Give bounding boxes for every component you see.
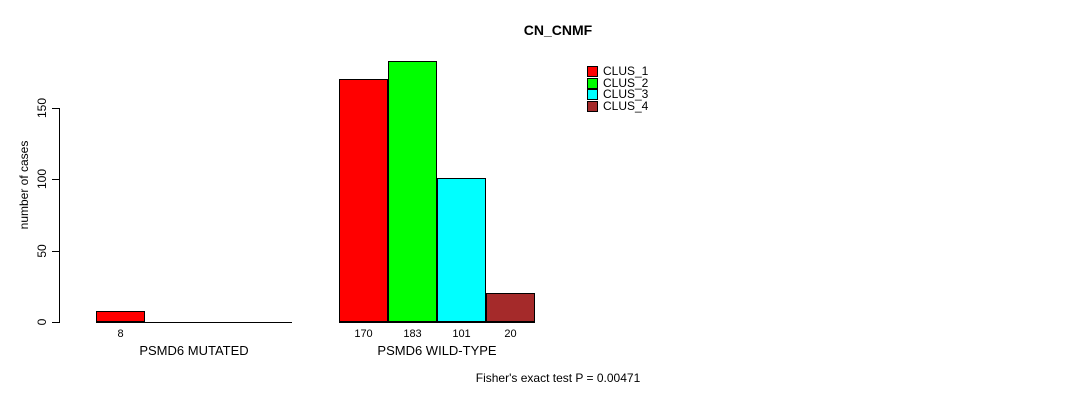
legend-row: CLUS_3 bbox=[587, 87, 649, 101]
bar bbox=[486, 293, 535, 322]
y-tick-mark bbox=[52, 108, 59, 109]
bar-value-label: 183 bbox=[403, 328, 422, 340]
legend-swatch bbox=[587, 101, 598, 112]
y-tick-label: 150 bbox=[35, 97, 49, 119]
bar-value-label: 170 bbox=[354, 328, 373, 340]
legend-swatch bbox=[587, 89, 598, 100]
footer-annotation: Fisher's exact test P = 0.00471 bbox=[475, 371, 641, 385]
y-tick-label: 50 bbox=[35, 244, 49, 258]
chart-title: CN_CNMF bbox=[523, 22, 593, 38]
bar bbox=[388, 61, 437, 322]
legend-row: CLUS_2 bbox=[587, 76, 649, 90]
group-baseline bbox=[96, 322, 292, 323]
y-axis-label: number of cases bbox=[17, 140, 31, 230]
legend-label: CLUS_1 bbox=[603, 64, 649, 78]
legend-label: CLUS_3 bbox=[603, 87, 649, 101]
group-label: PSMD6 WILD-TYPE bbox=[377, 343, 497, 358]
bar bbox=[96, 311, 145, 322]
legend-label: CLUS_2 bbox=[603, 76, 649, 90]
legend-label: CLUS_4 bbox=[603, 99, 649, 113]
bar-value-label: 20 bbox=[504, 328, 517, 340]
bar bbox=[339, 79, 388, 322]
y-tick-label: 0 bbox=[35, 318, 49, 326]
group-label: PSMD6 MUTATED bbox=[139, 343, 249, 358]
bar-value-label: 101 bbox=[452, 328, 471, 340]
legend-row: CLUS_1 bbox=[587, 64, 649, 78]
y-tick-mark bbox=[52, 179, 59, 180]
group-baseline bbox=[339, 322, 535, 323]
bar-value-label: 8 bbox=[117, 328, 124, 340]
y-axis-line bbox=[59, 108, 60, 323]
y-tick-mark bbox=[52, 251, 59, 252]
legend-row: CLUS_4 bbox=[587, 99, 649, 113]
legend-swatch bbox=[587, 78, 598, 89]
y-tick-label: 100 bbox=[35, 168, 49, 190]
legend-swatch bbox=[587, 66, 598, 77]
y-tick-mark bbox=[52, 322, 59, 323]
bar bbox=[437, 178, 486, 322]
